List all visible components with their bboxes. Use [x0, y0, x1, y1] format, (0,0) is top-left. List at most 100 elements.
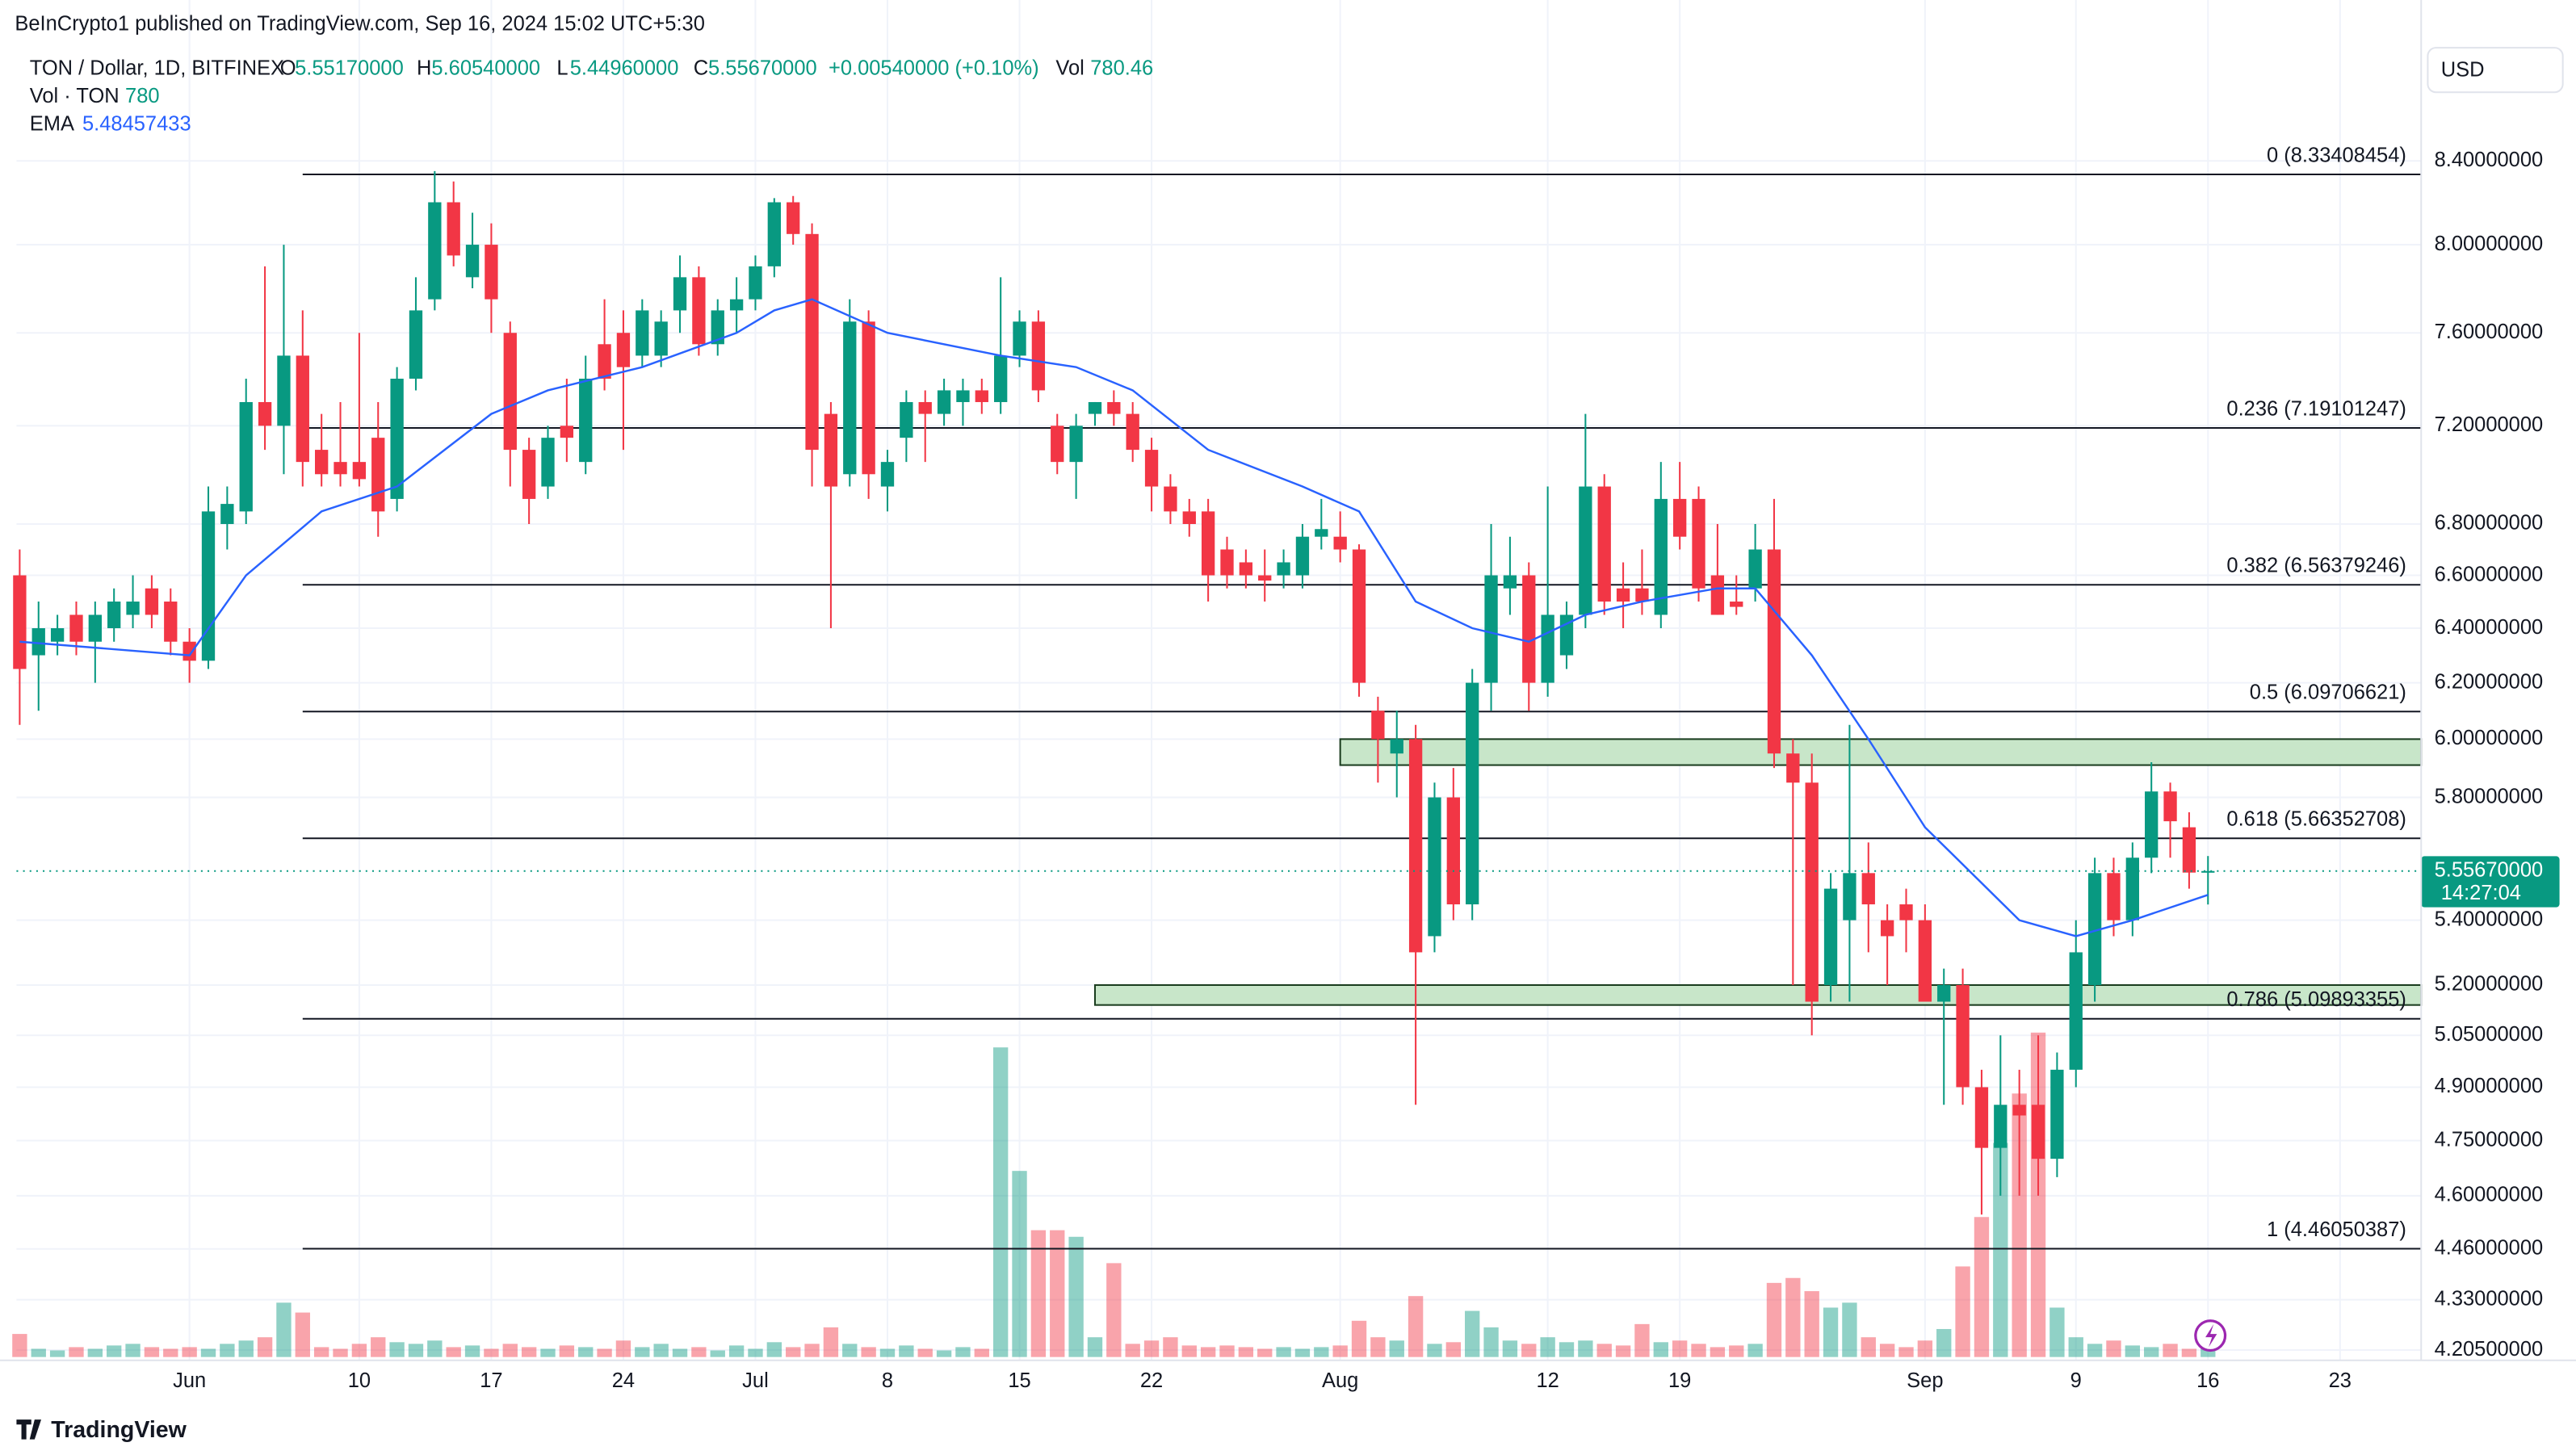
volume-bar	[1672, 1340, 1688, 1357]
fibonacci: 0 (8.33408454) 0.236 (7.19101247) 0.382 (6…	[302, 144, 2422, 1250]
y-tick-label: 6.00000000	[2435, 727, 2544, 749]
volume-bar	[1106, 1263, 1122, 1357]
legend-vol: Vol	[1055, 57, 1084, 79]
candle-body	[767, 202, 781, 266]
legend-vol-value: 780.46	[1090, 57, 1153, 79]
candle-body	[1484, 575, 1498, 683]
candle-body	[1220, 549, 1234, 576]
y-tick-label: 4.90000000	[2435, 1075, 2544, 1097]
candle-body	[1767, 549, 1781, 754]
candle-body	[1673, 498, 1687, 537]
candle-body	[1107, 401, 1121, 414]
volume-bar	[408, 1344, 424, 1357]
candle-body	[201, 511, 216, 661]
volume-bar	[276, 1302, 292, 1357]
volume-bar	[1370, 1337, 1386, 1357]
candle-body	[1994, 1105, 2008, 1148]
volume-bar	[1332, 1345, 1348, 1357]
candle-body	[994, 355, 1008, 402]
x-tick-label: 8	[882, 1369, 893, 1392]
currency[interactable]: USD	[2441, 58, 2485, 81]
candle-body	[258, 401, 272, 426]
last-price-label: 5.55670000	[2435, 858, 2544, 881]
volume-bar	[1427, 1344, 1442, 1357]
volume-bar	[2181, 1348, 2197, 1357]
candle-body	[465, 245, 480, 278]
candle-body	[1654, 498, 1668, 615]
candle-body	[428, 202, 442, 300]
volume-bar	[1012, 1171, 1027, 1357]
candle-body	[126, 602, 140, 615]
volume-bar	[87, 1348, 103, 1357]
candle-body	[485, 245, 498, 300]
candle-body	[918, 401, 932, 414]
candle-body	[31, 628, 45, 656]
legend-o-value: 5.55170000	[295, 57, 404, 79]
volume-bar	[446, 1347, 461, 1357]
volume-bar	[2068, 1337, 2083, 1357]
volume-bar	[2144, 1347, 2159, 1357]
candle-body	[975, 390, 988, 402]
volume-bar	[955, 1347, 971, 1357]
x-tick-label: 22	[1140, 1369, 1163, 1392]
candle-body	[1861, 873, 1875, 905]
candle-body	[2182, 827, 2196, 873]
volume-bar	[710, 1350, 725, 1357]
currency-button[interactable]	[2427, 47, 2564, 94]
zones	[1093, 738, 2423, 1006]
candle-body	[2201, 870, 2215, 873]
y-tick-label: 5.80000000	[2435, 785, 2544, 807]
volume-bar	[1615, 1345, 1631, 1357]
volume-bar	[766, 1342, 782, 1357]
volume-bar	[615, 1340, 631, 1357]
indicator-value: 5.48457433	[82, 113, 191, 136]
countdown: 14:27:04	[2441, 882, 2521, 904]
candle-body	[636, 310, 649, 356]
last-price-box	[2421, 856, 2560, 908]
candle-body	[107, 602, 121, 629]
y-tick-label: 6.40000000	[2435, 616, 2544, 639]
volume-bar	[1143, 1340, 1160, 1357]
candle-body	[145, 588, 159, 615]
candle-body	[1013, 321, 1026, 356]
candle-body	[334, 462, 347, 475]
volume-bar	[2163, 1344, 2178, 1357]
candle-body	[296, 355, 309, 463]
volume-bar	[823, 1327, 839, 1357]
volume-bar	[1389, 1340, 1404, 1357]
volume-bar	[1936, 1328, 1952, 1357]
volume-bar	[1634, 1323, 1650, 1357]
volume-bar	[2087, 1344, 2103, 1357]
candle-body	[1295, 536, 1310, 576]
volume-bar	[1351, 1320, 1367, 1357]
candle-body	[503, 333, 517, 451]
volume-bar	[917, 1348, 933, 1357]
legend-h: H	[417, 57, 431, 79]
candle-body	[1805, 782, 1819, 1002]
x-tick-label: Jul	[742, 1369, 769, 1392]
volume-bar	[1879, 1344, 1895, 1357]
x-tick-label: 16	[2196, 1369, 2219, 1392]
candle-body	[1408, 739, 1423, 953]
volume-bar	[974, 1348, 989, 1357]
volume-bar	[1898, 1347, 1914, 1357]
candle-body	[1710, 575, 1725, 615]
volume-bar	[371, 1337, 386, 1357]
grid	[16, 0, 2422, 1361]
y-tick-label: 6.80000000	[2435, 512, 2544, 535]
volume-bar	[1087, 1337, 1103, 1357]
volume-bar	[2125, 1345, 2141, 1357]
volume-bar	[1219, 1345, 1235, 1357]
volume-bar	[992, 1047, 1009, 1357]
y-tick-label: 6.20000000	[2435, 670, 2544, 693]
fib-label: 0.5 (6.09706621)	[2250, 681, 2406, 704]
volume-bar	[31, 1348, 46, 1357]
volume-bar	[1521, 1344, 1537, 1357]
volume-bar	[1294, 1348, 1311, 1357]
volume-bar	[1483, 1327, 1499, 1357]
x-tick-label: Aug	[1322, 1369, 1358, 1392]
candles	[13, 170, 2215, 1215]
candle-body	[1126, 413, 1139, 451]
volume-bar	[691, 1347, 707, 1357]
